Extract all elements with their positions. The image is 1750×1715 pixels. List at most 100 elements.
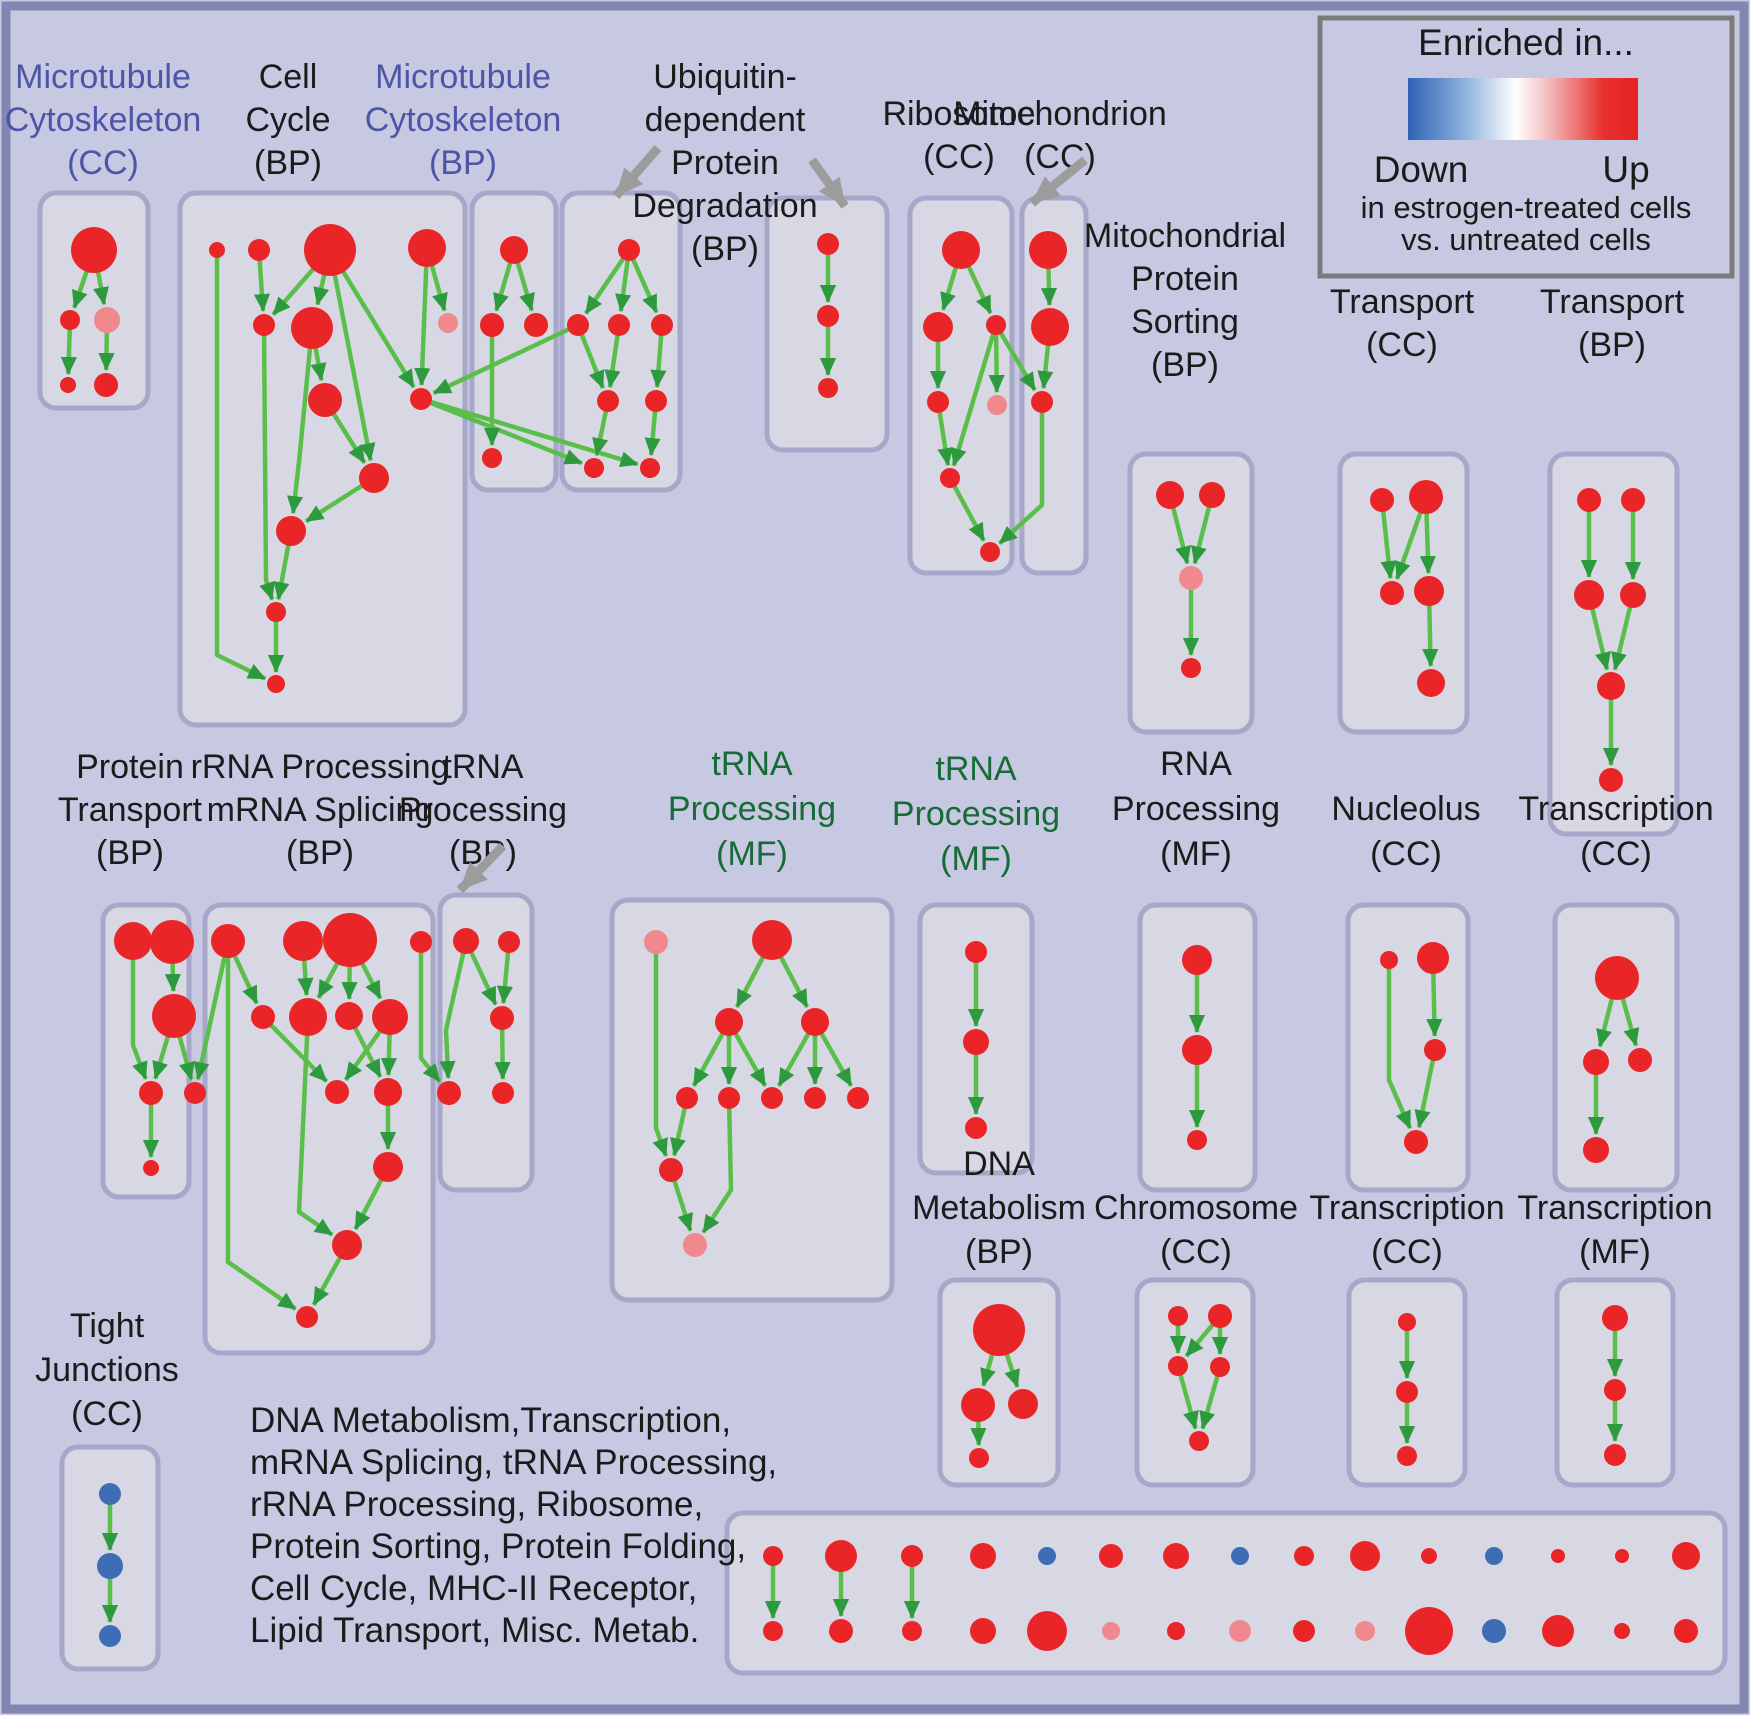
gene-node-ribosome-t bbox=[942, 231, 980, 269]
gene-node-dna-metabolism-d1 bbox=[973, 1304, 1025, 1356]
gene-node-bottom-strip-s14t bbox=[1672, 1542, 1700, 1570]
edge-n4-to-n8 bbox=[414, 247, 431, 387]
gene-node-mps-q2 bbox=[1199, 482, 1225, 508]
gene-node-trna-mf-1-hp2 bbox=[683, 1233, 707, 1257]
cluster-label-protein-transport-line1: Transport bbox=[58, 791, 203, 829]
gene-node-mitochondrion-M1 bbox=[1029, 231, 1067, 269]
gene-node-rna-processing-l2 bbox=[1182, 1035, 1212, 1065]
gene-node-ribosome-pk2 bbox=[987, 395, 1007, 415]
cluster-label-rna-transport-line2: (BP) bbox=[1578, 326, 1646, 364]
gene-node-bottom-strip-s9t bbox=[1350, 1541, 1380, 1571]
edge-n1-to-n12 bbox=[214, 250, 267, 681]
cluster-label-mc-bp-line2: (BP) bbox=[429, 144, 497, 182]
gene-node-cell-cycle-n5 bbox=[253, 314, 275, 336]
gene-node-nuclear-transport-w4 bbox=[1414, 576, 1444, 606]
ubiquitin-left-arrow-icon bbox=[612, 145, 662, 199]
cluster-box-cell-cycle bbox=[177, 190, 468, 728]
gene-node-dna-metabolism-d3 bbox=[1008, 1389, 1038, 1419]
gene-node-bottom-strip-s1b bbox=[829, 1619, 853, 1643]
gene-node-bottom-strip-s0b bbox=[763, 1621, 783, 1641]
gene-node-ubiquitin-1-u4 bbox=[651, 314, 673, 336]
gene-node-ubiquitin-1-u1 bbox=[618, 239, 640, 261]
gene-node-mps-q3 bbox=[1181, 658, 1201, 678]
gene-node-transcription-cc-2-y1 bbox=[1398, 1313, 1416, 1331]
gene-node-trna-mf-1-hp bbox=[644, 930, 668, 954]
cluster-label-mitochondrion-line0: Mitochondrion bbox=[953, 95, 1167, 133]
gene-node-bottom-strip-s4t bbox=[1038, 1547, 1056, 1565]
gene-node-chromosome-c1 bbox=[1168, 1306, 1188, 1326]
cluster-label-transcription-cc-1-line0: Transcription bbox=[1518, 790, 1713, 828]
edge-M3-to-nb bbox=[998, 402, 1045, 545]
gene-node-nuclear-transport-w3 bbox=[1380, 581, 1404, 605]
misc-note-line3: Protein Sorting, Protein Folding, bbox=[250, 1527, 746, 1566]
cluster-label-mc-bp-line0: Microtubule bbox=[375, 58, 551, 96]
cluster-label-rna-processing-line2: (MF) bbox=[1160, 835, 1232, 873]
edge-c4-to-c5 bbox=[1199, 1366, 1223, 1430]
cluster-label-nuclear-transport-line2: (CC) bbox=[1366, 326, 1438, 364]
gene-node-trna-mf-1-h9 bbox=[659, 1158, 683, 1182]
gene-node-nuclear-transport-w2 bbox=[1409, 480, 1443, 514]
gene-node-bottom-strip-s6b bbox=[1167, 1622, 1185, 1640]
edge-n6-to-n10 bbox=[286, 327, 315, 515]
gene-node-bottom-strip-s3t bbox=[970, 1543, 996, 1569]
edge-n3-to-n8 bbox=[328, 248, 416, 389]
gene-node-trna-mf-1-h7 bbox=[804, 1087, 826, 1109]
gene-node-bottom-strip-s11b bbox=[1482, 1619, 1506, 1643]
edge-n5r-to-nb bbox=[948, 476, 986, 542]
cluster-label-trna-bp-line0: tRNA bbox=[442, 748, 524, 786]
gene-node-transcription-mf-z2 bbox=[1604, 1379, 1626, 1401]
cluster-label-trna-mf-1-line0: tRNA bbox=[711, 745, 793, 783]
gene-node-trna-mf-1-h5 bbox=[718, 1087, 740, 1109]
edge-tx1-to-tx4 bbox=[439, 940, 469, 1080]
edge-mS-to-n5r bbox=[950, 324, 999, 467]
edge-n5-to-n11 bbox=[259, 324, 275, 601]
gene-node-mc-cc-a2 bbox=[60, 310, 80, 330]
gene-node-bottom-strip-s12t bbox=[1551, 1549, 1565, 1563]
cluster-label-mc-cc-line1: Cytoskeleton bbox=[5, 101, 202, 139]
edge-mS-to-pk2 bbox=[988, 324, 1005, 394]
gene-node-transcription-cc-2-y3 bbox=[1397, 1446, 1417, 1466]
gene-node-trna-mf-1-h1 bbox=[752, 920, 792, 960]
cluster-label-cell-cycle-line2: (BP) bbox=[254, 144, 322, 182]
gene-node-trna-mf-1-h6 bbox=[761, 1087, 783, 1109]
gene-node-cell-cycle-n2 bbox=[248, 239, 270, 261]
misc-note-line1: mRNA Splicing, tRNA Processing, bbox=[250, 1443, 777, 1482]
gene-node-bottom-strip-s3b bbox=[970, 1618, 996, 1644]
cluster-label-tight-junctions-line0: Tight bbox=[70, 1307, 145, 1345]
cluster-label-rna-transport-line1: Transport bbox=[1540, 283, 1685, 321]
gene-node-mc-bp-m4 bbox=[482, 448, 502, 468]
edge-n8-to-u7 bbox=[420, 396, 583, 466]
cluster-label-nucleolus-line1: (CC) bbox=[1370, 835, 1442, 873]
gene-node-rrna-g11 bbox=[373, 1152, 403, 1182]
gene-node-dna-metabolism-d2 bbox=[961, 1388, 995, 1422]
cluster-label-trna-mf-1-line2: (MF) bbox=[716, 835, 788, 873]
legend-title: Enriched in... bbox=[1418, 22, 1634, 63]
gene-node-transcription-cc-1-tc3 bbox=[1628, 1048, 1652, 1072]
edge-u2-to-u5 bbox=[575, 324, 605, 389]
gene-node-bottom-strip-s5b bbox=[1102, 1622, 1120, 1640]
cluster-label-mitochondrion-line1: (CC) bbox=[1024, 138, 1096, 176]
cluster-label-trna-mf-2-line0: tRNA bbox=[935, 750, 1017, 788]
gene-node-ubiquitin-1-u8 bbox=[640, 458, 660, 478]
cluster-label-ubiquitin-1-line4: (BP) bbox=[691, 230, 759, 268]
cluster-label-dna-metabolism-line2: (BP) bbox=[965, 1233, 1033, 1271]
edge-n3-to-n9 bbox=[327, 249, 376, 462]
gene-node-ribosome-n5r bbox=[940, 468, 960, 488]
gene-node-trna-mf-2-k1 bbox=[965, 941, 987, 963]
gene-node-cell-cycle-n12 bbox=[267, 675, 285, 693]
cluster-label-protein-transport-line0: Protein bbox=[76, 748, 184, 786]
misc-note-line0: DNA Metabolism,Transcription, bbox=[250, 1401, 731, 1440]
gene-node-mc-bp-m3 bbox=[524, 313, 548, 337]
gene-node-rrna-g8 bbox=[372, 999, 408, 1035]
gene-node-rrna-g5 bbox=[251, 1005, 275, 1029]
gene-node-trna-mf-1-h4 bbox=[676, 1087, 698, 1109]
gene-node-trna-mf-1-h3 bbox=[801, 1008, 829, 1036]
cluster-label-transcription-mf-line1: (MF) bbox=[1579, 1233, 1651, 1271]
gene-node-mitochondrion-M3 bbox=[1031, 391, 1053, 413]
edge-nu1-to-nu4 bbox=[1386, 960, 1413, 1130]
misc-note-line4: Cell Cycle, MHC-II Receptor, bbox=[250, 1569, 697, 1608]
gene-node-bottom-strip-s10t bbox=[1421, 1548, 1437, 1564]
legend-down-label: Down bbox=[1374, 149, 1469, 190]
